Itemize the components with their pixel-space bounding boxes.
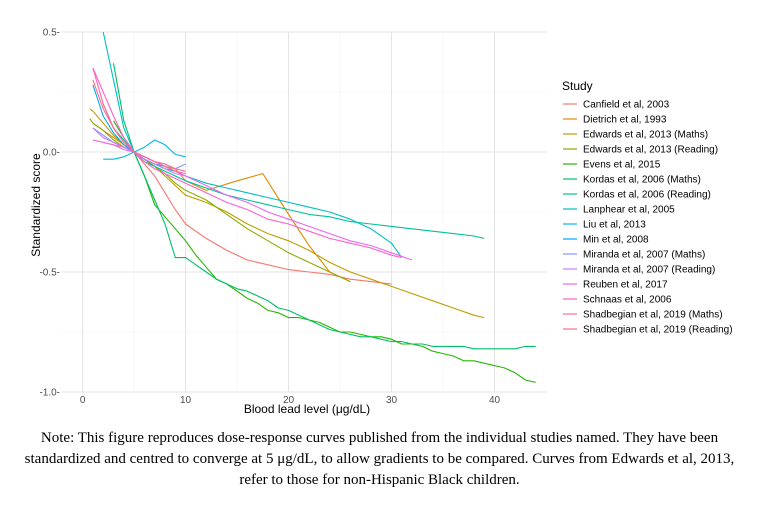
series-line xyxy=(89,108,485,319)
legend-label: Shadbegian et al, 2019 (Maths) xyxy=(583,310,723,321)
x-axis-title: Blood lead level (μg/dL) xyxy=(244,402,370,416)
legend-items: Canfield et al, 2003 Dietrich et al, 1993… xyxy=(563,100,733,336)
series-line xyxy=(113,120,536,383)
grid-lines xyxy=(62,31,546,393)
legend-label: Canfield et al, 2003 xyxy=(583,100,670,111)
legend-label: Schnaas et al, 2006 xyxy=(583,295,672,306)
legend-label: Edwards et al, 2013 (Reading) xyxy=(583,145,718,156)
legend: Study Canfield et al, 2003 Dietrich et al… xyxy=(562,79,733,336)
legend-label: Miranda et al, 2007 (Maths) xyxy=(583,250,705,261)
legend-title: Study xyxy=(562,79,593,93)
y-tick-label: -0.5- xyxy=(39,268,60,279)
series-line xyxy=(112,63,536,350)
figure-note: Note: This figure reproduces dose-respon… xyxy=(24,430,735,488)
legend-label: Dietrich et al, 1993 xyxy=(583,115,667,126)
series-line xyxy=(89,118,351,283)
series-line xyxy=(92,67,402,259)
y-tick-label: 0.5- xyxy=(43,28,60,39)
legend-label: Min et al, 2008 xyxy=(583,235,649,246)
x-tick-label: 0 xyxy=(80,395,86,406)
series-line xyxy=(92,127,186,177)
dose-response-chart: -1.0- -0.5- 0.0- 0.5- 0 10 20 30 40 Blood lead … xyxy=(29,28,733,417)
legend-label: Miranda et al, 2007 (Reading) xyxy=(583,265,715,276)
legend-label: Lanphear et al, 2005 xyxy=(583,205,675,216)
legend-label: Kordas et al, 2006 (Maths) xyxy=(583,175,701,186)
legend-label: Reuben et al, 2017 xyxy=(583,280,668,291)
x-tick-label: 20 xyxy=(283,395,295,406)
legend-label: Kordas et al, 2006 (Reading) xyxy=(583,190,711,201)
series-line xyxy=(103,139,186,160)
y-axis-ticks: -1.0- -0.5- 0.0- 0.5- xyxy=(39,28,60,399)
legend-label: Edwards et al, 2013 (Maths) xyxy=(583,130,708,141)
series-line xyxy=(92,79,186,175)
series-line xyxy=(92,139,413,261)
y-tick-label: 0.0- xyxy=(43,148,60,159)
legend-label: Liu et al, 2013 xyxy=(583,220,646,231)
x-tick-label: 10 xyxy=(180,395,192,406)
legend-label: Shadbegian et al, 2019 (Reading) xyxy=(583,325,733,336)
y-axis-title: Standardized score xyxy=(29,153,43,257)
x-axis-ticks: 0 10 20 30 40 xyxy=(80,395,501,406)
series-lines xyxy=(89,31,536,383)
x-tick-label: 30 xyxy=(386,395,398,406)
x-tick-label: 40 xyxy=(489,395,501,406)
y-tick-label: -1.0- xyxy=(39,388,60,399)
legend-label: Evens et al, 2015 xyxy=(583,160,661,171)
